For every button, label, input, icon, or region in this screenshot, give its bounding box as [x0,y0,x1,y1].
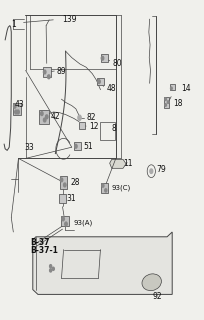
Bar [61,216,69,226]
Circle shape [97,80,100,84]
Circle shape [164,104,166,106]
Text: 80: 80 [112,59,121,68]
Circle shape [101,56,103,60]
Text: 8: 8 [111,124,116,133]
Text: 12: 12 [89,122,98,131]
Text: 93(A): 93(A) [73,219,92,226]
Circle shape [104,189,106,192]
Circle shape [166,101,168,103]
Text: 33: 33 [24,143,34,152]
Circle shape [45,115,48,119]
Text: 48: 48 [106,84,116,93]
Bar [97,78,103,85]
Circle shape [43,118,46,122]
Circle shape [49,269,51,272]
Circle shape [78,115,81,120]
Circle shape [40,112,43,116]
Text: 79: 79 [155,165,165,174]
Text: 51: 51 [83,142,92,151]
Polygon shape [109,159,125,168]
Polygon shape [33,232,171,294]
Text: 28: 28 [70,178,80,187]
Text: 92: 92 [152,292,162,301]
Bar [79,122,84,129]
Circle shape [49,265,51,268]
Bar [13,103,21,115]
Circle shape [149,169,152,173]
Bar [39,110,49,124]
Bar [43,67,50,77]
Bar [170,84,174,90]
Circle shape [17,110,19,114]
Circle shape [52,267,54,270]
Text: B-37: B-37 [30,238,50,247]
Circle shape [60,178,62,182]
Circle shape [164,98,166,100]
Text: 1: 1 [11,20,16,29]
Text: 89: 89 [56,67,66,76]
Circle shape [43,70,46,74]
Circle shape [74,144,77,148]
Circle shape [170,87,171,90]
Text: 43: 43 [14,100,24,109]
Circle shape [101,184,103,187]
Bar [100,54,107,62]
Circle shape [63,183,66,187]
Bar [163,97,168,108]
Bar [100,183,108,193]
Text: B-37-1: B-37-1 [30,246,58,255]
Circle shape [13,104,16,108]
Bar [74,142,81,150]
Text: 31: 31 [66,194,75,203]
Circle shape [15,110,17,114]
Circle shape [64,222,67,226]
Text: 42: 42 [51,112,60,121]
Bar [59,194,65,203]
Text: 14: 14 [181,84,190,93]
Text: 11: 11 [122,159,132,168]
Ellipse shape [141,274,161,291]
Text: 18: 18 [172,99,182,108]
Circle shape [47,75,50,79]
Text: 93(C): 93(C) [111,185,130,191]
Text: 82: 82 [86,113,95,122]
Circle shape [62,217,64,221]
Bar [59,176,67,189]
Text: 139: 139 [62,15,77,24]
